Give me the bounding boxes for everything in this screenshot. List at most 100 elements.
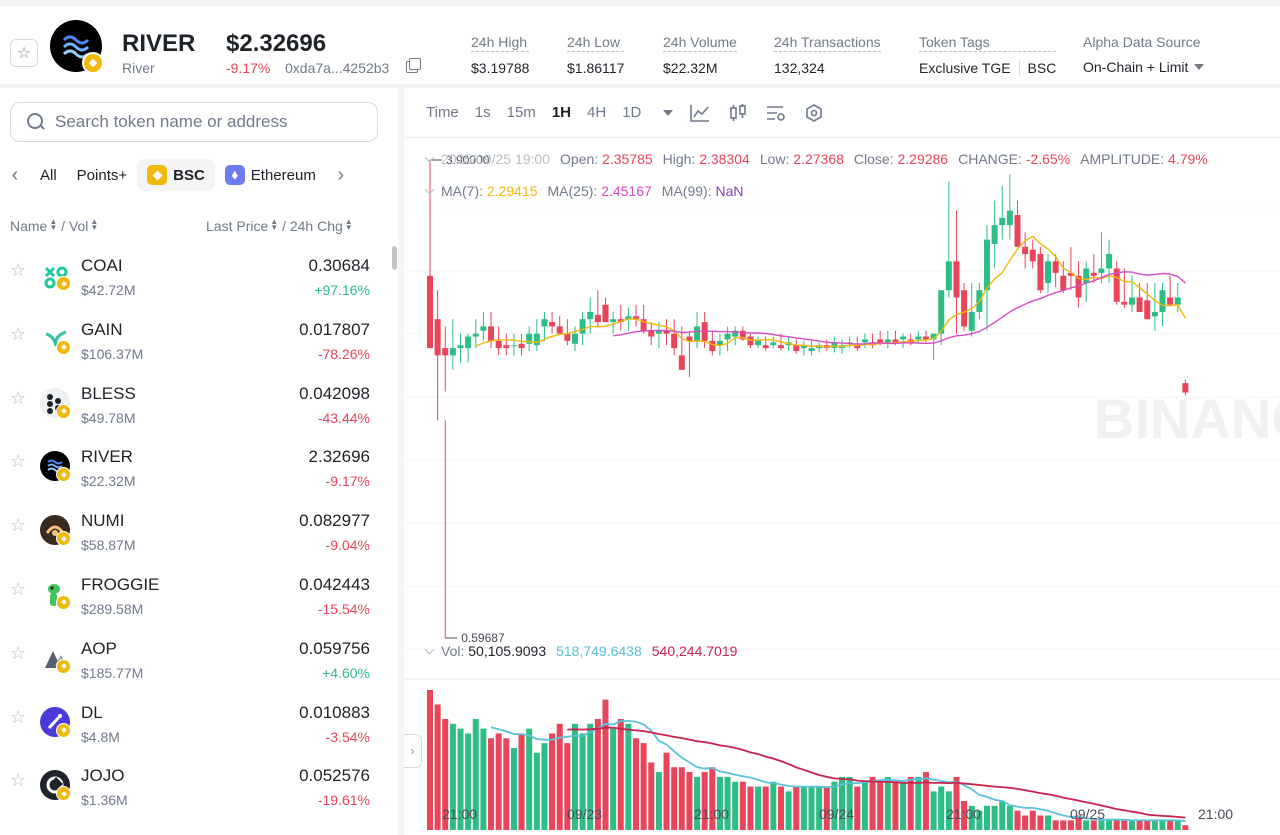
sort-price-chg[interactable]: Last Price ▲ ▼ / 24h Chg ▲ ▼ bbox=[206, 218, 353, 235]
token-price: 0.30684 bbox=[308, 256, 370, 275]
candle-body bbox=[556, 326, 563, 334]
chain-tab-ethereum[interactable]: Ethereum bbox=[215, 159, 326, 191]
close-value: 2.29286 bbox=[897, 151, 949, 167]
time-label: Time bbox=[426, 104, 459, 121]
token-list-sidebar: ‹ All Points+ BSC Ethereum › Name▲▼ / Vo… bbox=[0, 88, 398, 835]
candlestick-type-icon[interactable] bbox=[727, 103, 749, 123]
favorite-star-icon[interactable]: ☆ bbox=[10, 515, 27, 536]
search-input[interactable] bbox=[55, 112, 375, 132]
chain-tab-bsc[interactable]: BSC bbox=[137, 159, 215, 191]
fold-chevron-icon[interactable] bbox=[424, 644, 435, 655]
interval-1h[interactable]: 1H bbox=[551, 104, 571, 121]
candle-body bbox=[526, 333, 533, 344]
volume-bar bbox=[1045, 815, 1052, 830]
stat-label: 24h High bbox=[471, 34, 530, 52]
volume-ma-long-line bbox=[567, 726, 1186, 819]
volume-bar bbox=[816, 786, 823, 830]
favorite-star-icon[interactable]: ☆ bbox=[10, 642, 27, 663]
volume-bar bbox=[594, 718, 601, 830]
token-change: -3.54% bbox=[325, 728, 370, 745]
sort-vol-label: / Vol bbox=[61, 218, 89, 234]
favorite-star-icon[interactable]: ☆ bbox=[10, 451, 27, 472]
volume-bar bbox=[800, 786, 807, 830]
alpha-data-source[interactable]: Alpha Data Source On-Chain + Limit bbox=[1083, 34, 1205, 75]
token-row-bless[interactable]: ☆ BLESS $49.78M 0.042098 -43.44% bbox=[0, 374, 398, 438]
data-source-select[interactable]: On-Chain + Limit bbox=[1083, 59, 1205, 75]
token-row-dl[interactable]: ☆ DL $4.8M 0.010883 -3.54% bbox=[0, 693, 398, 757]
interval-1d[interactable]: 1D bbox=[622, 104, 642, 121]
gear-icon[interactable] bbox=[803, 103, 825, 123]
interval-more-chevron-icon[interactable] bbox=[663, 109, 674, 116]
dl-logo-icon bbox=[40, 706, 71, 738]
bsc-badge-icon bbox=[56, 276, 71, 291]
chevron-left-icon[interactable]: ‹ bbox=[11, 163, 19, 186]
candle-body bbox=[999, 217, 1006, 226]
volume-bar bbox=[541, 743, 548, 830]
close-label: Close: bbox=[853, 151, 894, 167]
volume-bar bbox=[777, 786, 784, 830]
bsc-badge-icon bbox=[82, 52, 104, 74]
interval-1s[interactable]: 1s bbox=[474, 104, 491, 121]
contract-address[interactable]: 0xda7a...4252b3 bbox=[285, 60, 390, 76]
favorite-star-icon[interactable]: ☆ bbox=[10, 39, 38, 67]
bsc-badge-icon bbox=[56, 786, 71, 802]
volume-bar bbox=[877, 781, 884, 830]
high-label: High: bbox=[662, 151, 696, 167]
favorite-star-icon[interactable]: ☆ bbox=[10, 578, 27, 599]
candle-body bbox=[427, 275, 433, 349]
stat-value: $3.19788 bbox=[471, 60, 530, 76]
fold-chevron-icon[interactable] bbox=[424, 152, 435, 163]
stat-24h-volume: 24h Volume $22.32M bbox=[663, 34, 737, 76]
ma99-value: NaN bbox=[715, 183, 744, 199]
token-row-gain[interactable]: ☆ GAIN $106.37M 0.017807 -78.26% bbox=[0, 310, 398, 374]
favorite-star-icon[interactable]: ☆ bbox=[10, 706, 27, 727]
candle-body bbox=[1090, 272, 1097, 276]
ma99-label: MA(99): bbox=[661, 183, 712, 199]
token-row-numi[interactable]: ☆ NUMI $58.87M 0.082977 -9.04% bbox=[0, 501, 398, 565]
volume-bar bbox=[839, 776, 846, 830]
token-symbol: GAIN bbox=[81, 319, 123, 339]
volume-bar bbox=[518, 733, 525, 830]
collapse-sidebar-chevron-icon[interactable]: › bbox=[404, 734, 422, 768]
favorite-star-icon[interactable]: ☆ bbox=[10, 323, 27, 344]
chain-tab-all[interactable]: All bbox=[40, 166, 57, 184]
token-price: 0.042098 bbox=[299, 383, 370, 403]
token-row-jojo[interactable]: ☆ JOJO $1.36M 0.052576 -19.61% bbox=[0, 756, 398, 820]
volume-bar bbox=[861, 781, 868, 830]
volume-bar bbox=[999, 801, 1006, 830]
volume-bar bbox=[716, 776, 723, 830]
chain-tab-points[interactable]: Points+ bbox=[76, 166, 128, 184]
sort-name-vol[interactable]: Name ▲ ▼ / Vol ▲ ▼ bbox=[10, 218, 98, 235]
gain-logo-icon bbox=[40, 323, 71, 355]
token-row-froggie[interactable]: ☆ FROGGIE $289.58M 0.042443 -15.54% bbox=[0, 565, 398, 629]
chart-settings-list-icon[interactable] bbox=[765, 103, 787, 123]
token-row-river[interactable]: ☆ RIVER $22.32M 2.32696 -9.17% bbox=[0, 437, 398, 501]
candle-body bbox=[892, 339, 899, 343]
favorite-star-icon[interactable]: ☆ bbox=[10, 387, 27, 408]
token-price: 0.017807 bbox=[299, 319, 370, 339]
volume-bar bbox=[1113, 820, 1120, 830]
candle-body bbox=[900, 336, 907, 340]
chevron-right-icon[interactable]: › bbox=[337, 163, 345, 186]
list-scrollbar[interactable] bbox=[392, 246, 397, 270]
volume-bar bbox=[678, 767, 685, 830]
volume-bar bbox=[892, 781, 899, 830]
indicator-icon[interactable] bbox=[689, 103, 711, 123]
interval-4h[interactable]: 4H bbox=[587, 104, 607, 121]
favorite-star-icon[interactable]: ☆ bbox=[10, 770, 27, 791]
volume-bar bbox=[938, 786, 945, 830]
volume-bar bbox=[610, 728, 617, 830]
interval-15m[interactable]: 15m bbox=[506, 104, 536, 121]
token-row-coai[interactable]: ☆ COAI $42.72M 0.30684 +97.16% bbox=[0, 246, 398, 310]
volume-bar bbox=[1022, 815, 1029, 830]
copy-icon[interactable] bbox=[406, 58, 421, 73]
search-box[interactable] bbox=[10, 102, 378, 142]
fold-chevron-icon[interactable] bbox=[424, 184, 435, 195]
token-row-aop[interactable]: ☆ AOP $185.77M 0.059756 +4.60% bbox=[0, 629, 398, 693]
candlestick-chart[interactable]: BINANCE 3.90000 0.59687 bbox=[404, 138, 1280, 835]
favorite-star-icon[interactable]: ☆ bbox=[10, 260, 27, 280]
volume-bar bbox=[1144, 820, 1151, 830]
volume-bar bbox=[1121, 820, 1128, 830]
candle-body bbox=[1136, 297, 1143, 312]
high-value: 2.38304 bbox=[699, 151, 750, 167]
